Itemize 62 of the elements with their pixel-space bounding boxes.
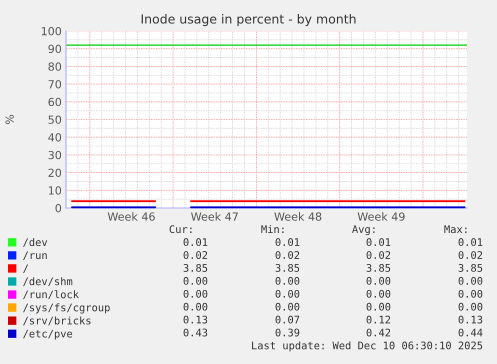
text: 0.02 <box>184 251 208 259</box>
text: 0.44 <box>458 328 483 336</box>
y-tick-label: 80 <box>48 62 62 71</box>
text: Max: <box>444 225 466 234</box>
text: Avg: <box>352 225 374 236</box>
text: 0.02 <box>366 251 390 259</box>
y-tick-label: 40 <box>48 133 62 142</box>
text: 0.00 <box>276 276 300 285</box>
text: 0.00 <box>184 290 208 298</box>
x-tick-label: Week 49 <box>358 212 405 221</box>
y-tick-label: 90 <box>48 44 62 54</box>
y-tick-label: 70 <box>48 80 62 88</box>
text: 0.43 <box>184 328 208 336</box>
text: 0.01 <box>366 238 390 246</box>
y-tick-label: 10 <box>48 186 62 195</box>
legend-label: /run/lock <box>23 290 79 300</box>
text: 0.01 <box>184 238 208 246</box>
text: Cur: <box>170 225 192 234</box>
legend-label: /dev <box>23 238 48 247</box>
text: 0.42 <box>366 328 390 336</box>
legend-label: / <box>23 264 28 274</box>
text: 0.02 <box>276 251 300 259</box>
text: 0.01 <box>458 238 482 246</box>
text: 0.00 <box>276 302 300 311</box>
y-tick-label: 20 <box>48 168 62 177</box>
text: Min: <box>261 225 284 233</box>
text: 0.01 <box>276 238 300 246</box>
legend-label: /srv/bricks <box>23 316 91 326</box>
y-tick-label: 30 <box>48 150 62 160</box>
y-tick-label: 0 <box>55 204 62 212</box>
legend-label: /etc/pve <box>23 330 72 340</box>
y-tick-label: 60 <box>48 98 62 106</box>
text: 0.00 <box>366 290 390 298</box>
x-tick-label: Week 48 <box>274 212 322 221</box>
text: 0.00 <box>458 290 482 298</box>
text: 0.02 <box>458 251 482 259</box>
text: 3.85 <box>458 264 482 272</box>
text: Last update: Wed Dec 10 06:30:10 2025 <box>252 341 482 352</box>
text: 0.13 <box>458 316 482 324</box>
chart-title: Inode usage in percent - by month <box>142 14 356 26</box>
text: 0.00 <box>366 302 390 311</box>
text: 0.00 <box>458 302 482 311</box>
text: 0.00 <box>276 290 300 298</box>
y-tick-label: 100 <box>42 26 62 36</box>
text: 0.00 <box>184 302 208 311</box>
text: 0.00 <box>458 276 482 285</box>
legend-label: /dev/shm <box>23 277 72 286</box>
text: 3.85 <box>276 264 300 272</box>
legend-label: /sys/fs/cgroup <box>23 303 110 314</box>
text: 0.00 <box>184 276 208 285</box>
text: 3.85 <box>366 264 390 272</box>
x-tick-label: Week 46 <box>108 212 155 221</box>
y-tick-label: 50 <box>48 115 62 124</box>
legend-label: /run <box>23 251 47 260</box>
text: 0.00 <box>366 276 390 285</box>
text: 0.12 <box>366 316 390 324</box>
text: 3.85 <box>184 264 208 272</box>
x-tick-label: Week 47 <box>191 212 238 221</box>
y-axis-title: % <box>5 114 14 124</box>
text: 0.39 <box>276 328 300 336</box>
text: 0.13 <box>184 316 208 324</box>
text: 0.07 <box>276 316 300 324</box>
